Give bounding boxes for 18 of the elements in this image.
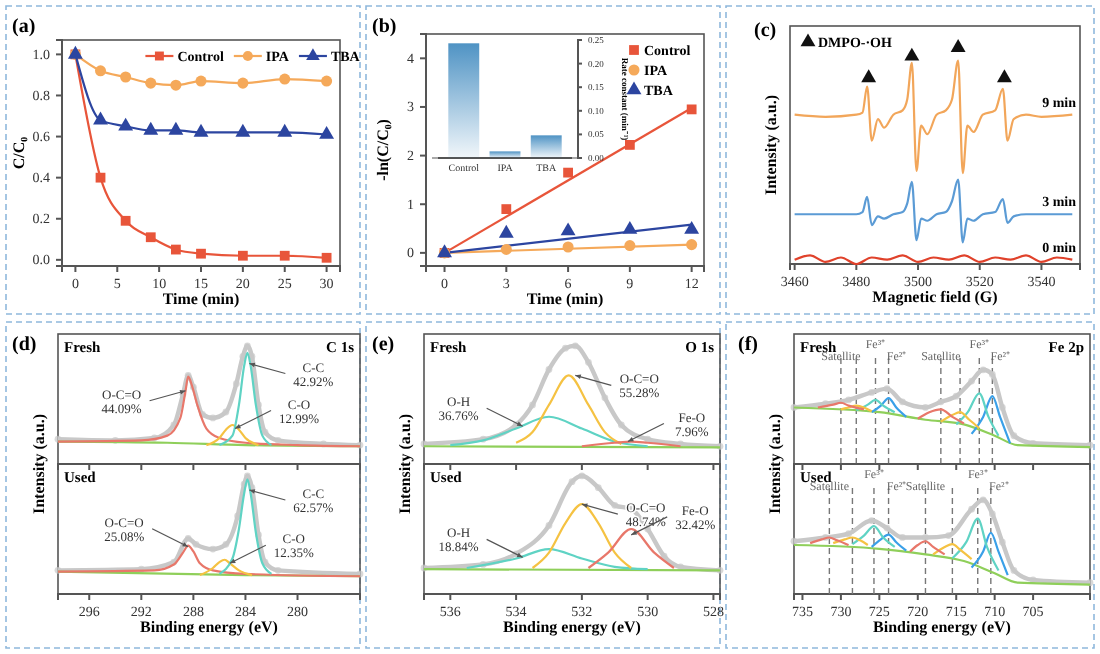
text: (f) — [738, 334, 758, 356]
text: (a) — [12, 16, 36, 38]
x-axis-title: Binding energy (eV) — [140, 618, 279, 636]
y-axis-title: Intensity (a.u.) — [396, 413, 414, 515]
text: (e) — [372, 334, 395, 356]
x-axis-title: Magnetic field (G) — [872, 288, 999, 306]
y-axis-title: Intensity (a.u.) — [30, 413, 48, 515]
x-axis-title: Binding energy (eV) — [873, 618, 1012, 636]
x-axis-title: Time (min) — [162, 290, 240, 308]
text: (d) — [12, 334, 37, 356]
y-axis-title: -ln(C/C₀) — [374, 118, 392, 181]
x-axis-title: Time (min) — [526, 290, 604, 308]
text: (c) — [754, 20, 777, 42]
y-axis-title: Intensity (a.u.) — [766, 413, 784, 515]
y-axis-title: C/C₀ — [10, 135, 28, 170]
text: (b) — [372, 16, 397, 38]
x-axis-title: Binding energy (eV) — [503, 618, 642, 636]
y-axis-title: Intensity (a.u.) — [762, 94, 780, 196]
